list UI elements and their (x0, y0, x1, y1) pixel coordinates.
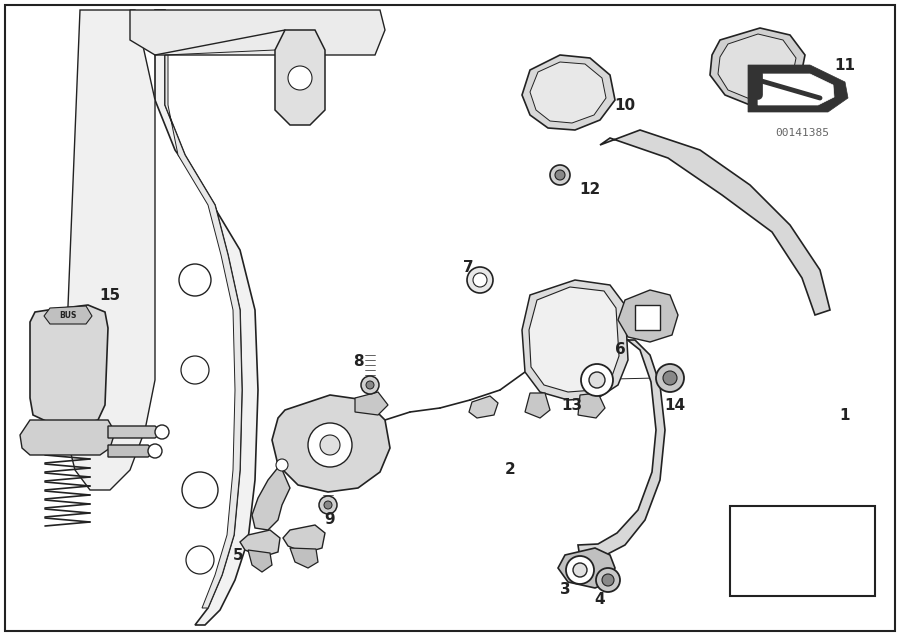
Polygon shape (252, 465, 290, 530)
Polygon shape (469, 396, 498, 418)
Polygon shape (522, 55, 615, 130)
Text: 7: 7 (463, 261, 473, 275)
Circle shape (473, 273, 487, 287)
Circle shape (656, 364, 684, 392)
Polygon shape (248, 550, 272, 572)
Text: 2: 2 (505, 462, 516, 478)
Circle shape (663, 371, 677, 385)
Polygon shape (65, 10, 155, 490)
Text: 5: 5 (233, 548, 243, 562)
Text: 14: 14 (664, 398, 686, 413)
Polygon shape (272, 395, 390, 492)
Circle shape (467, 267, 493, 293)
Circle shape (566, 556, 594, 584)
Polygon shape (718, 34, 796, 99)
Polygon shape (529, 287, 619, 392)
Polygon shape (600, 130, 830, 315)
Circle shape (366, 381, 374, 389)
Circle shape (602, 574, 614, 586)
Polygon shape (283, 525, 325, 553)
Polygon shape (758, 74, 834, 105)
Polygon shape (108, 445, 155, 457)
Circle shape (550, 165, 570, 185)
Text: 4: 4 (595, 593, 606, 607)
Text: 8: 8 (353, 354, 364, 370)
Circle shape (573, 563, 587, 577)
Circle shape (276, 459, 288, 471)
Polygon shape (748, 65, 848, 112)
Circle shape (182, 472, 218, 508)
Circle shape (155, 425, 169, 439)
Text: 15: 15 (99, 287, 121, 303)
Circle shape (148, 444, 162, 458)
Polygon shape (355, 392, 388, 415)
Polygon shape (525, 393, 550, 418)
Text: 11: 11 (834, 57, 856, 73)
Polygon shape (130, 10, 385, 55)
Polygon shape (710, 28, 805, 105)
Circle shape (288, 66, 312, 90)
Polygon shape (798, 75, 830, 110)
Text: 13: 13 (562, 398, 582, 413)
Circle shape (324, 501, 332, 509)
Polygon shape (522, 280, 628, 400)
Text: 9: 9 (325, 513, 336, 527)
Circle shape (308, 423, 352, 467)
Polygon shape (155, 10, 258, 625)
Circle shape (361, 376, 379, 394)
Text: 3: 3 (560, 583, 571, 597)
Polygon shape (165, 15, 242, 608)
Circle shape (186, 546, 214, 574)
Polygon shape (290, 548, 318, 568)
Text: 00141385: 00141385 (775, 128, 829, 138)
Polygon shape (558, 548, 615, 588)
Bar (730, 506, 875, 596)
Text: 12: 12 (580, 183, 600, 198)
Circle shape (581, 364, 613, 396)
Polygon shape (30, 305, 108, 425)
Circle shape (555, 170, 565, 180)
Text: 10: 10 (615, 97, 635, 113)
Circle shape (320, 435, 340, 455)
Polygon shape (108, 426, 162, 438)
Text: BUS: BUS (59, 310, 76, 319)
Text: 6: 6 (615, 343, 626, 357)
Bar (635, 305, 660, 330)
Circle shape (319, 496, 337, 514)
Circle shape (596, 568, 620, 592)
Circle shape (179, 264, 211, 296)
Circle shape (589, 372, 605, 388)
Polygon shape (618, 290, 678, 342)
Text: 1: 1 (840, 408, 850, 422)
Polygon shape (578, 393, 605, 418)
Polygon shape (275, 30, 325, 125)
Polygon shape (20, 420, 115, 455)
Polygon shape (44, 306, 92, 324)
Circle shape (181, 356, 209, 384)
Polygon shape (530, 62, 606, 123)
Polygon shape (240, 530, 280, 557)
Polygon shape (578, 338, 665, 558)
